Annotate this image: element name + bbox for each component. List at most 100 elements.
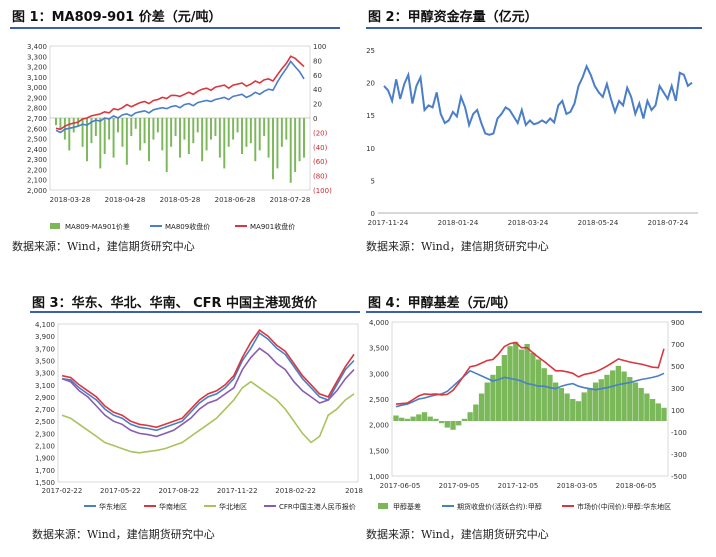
- chart-1-spread-bar: [249, 118, 252, 144]
- chart-1-spread-bar: [90, 118, 93, 144]
- chart-3-x-tick: 2017-05-22: [100, 487, 141, 495]
- chart-1-spread-bar: [99, 118, 102, 169]
- chart-1-spread-bar: [223, 118, 226, 169]
- chart-3-svg: 4,100 3,900 3,700 3,500 3,300 3,100 2,900 2,700…: [35, 321, 363, 511]
- chart-4-basis-bar: [393, 415, 399, 421]
- chart-1-source: 数据来源：Wind，建信期货研究中心: [12, 240, 195, 253]
- chart-2-x-tick: 2017-11-24: [368, 219, 409, 227]
- chart-1-x-tick: 2018-04-28: [105, 196, 146, 204]
- chart-4-basis-bar: [604, 374, 610, 421]
- chart-1-spread-bar: [179, 118, 181, 158]
- chart-4-basis-bar: [467, 412, 473, 421]
- chart-1-y-tick: 2,500: [27, 136, 47, 144]
- chart-4-basis-bar: [501, 355, 507, 421]
- chart-1-y2-tick: 100: [313, 43, 326, 51]
- chart-4-basis-bar: [450, 421, 456, 430]
- chart-1-x-tick: 2018-05-28: [160, 196, 201, 204]
- chart-4-y2-tick: 500: [671, 363, 684, 371]
- chart-1-y2-tick: 40: [313, 86, 322, 94]
- chart-4-basis-bar: [444, 421, 450, 428]
- chart-1-spread-bar: [134, 118, 137, 129]
- chart-4-x-tick: 2017-09-05: [439, 482, 480, 490]
- chart-1-legend-label: MA901收盘价: [250, 222, 295, 231]
- chart-1-spread-bar: [152, 118, 155, 140]
- chart-4-basis-bar: [433, 418, 439, 421]
- chart-4-y2-tick: -500: [671, 473, 687, 481]
- chart-4-basis-bar: [570, 399, 576, 421]
- chart-4-source: 数据来源：Wind，建信期货研究中心: [366, 528, 549, 541]
- chart-4-legend-swatch: [378, 503, 388, 509]
- chart-4-basis-bar: [427, 416, 433, 421]
- chart-1-line-ma901: [55, 55, 305, 131]
- chart-1-spread-bar: [241, 118, 243, 154]
- chart-1-y-tick: 3,200: [27, 64, 47, 72]
- chart-4-x-tick: 2017-06-05: [380, 482, 421, 490]
- chart-2-line-fund: [383, 63, 693, 136]
- chart-1-title-rule: [10, 27, 340, 29]
- chart-1-y-tick: 2,800: [27, 105, 47, 113]
- chart-1-spread-bar: [205, 118, 208, 151]
- chart-4-line-spot: [395, 341, 665, 405]
- chart-4-basis-bar: [410, 416, 416, 421]
- chart-1-spread-bar: [289, 118, 292, 183]
- chart-3-plot-frame: [57, 323, 359, 483]
- chart-4-basis-bar: [644, 393, 650, 421]
- chart-4-plot-frame: [391, 321, 669, 477]
- chart-1-spread-bar: [201, 118, 204, 162]
- chart-4-basis-bar: [438, 421, 445, 424]
- chart-3-x-tick: 2018: [345, 487, 363, 495]
- chart-1-y-tick: 2,400: [27, 146, 47, 154]
- chart-4-x-tick: 2017-12-05: [498, 482, 539, 490]
- chart-3-legend-label: 华南地区: [159, 502, 187, 511]
- chart-3-y-tick: 1,900: [35, 455, 55, 463]
- chart-4-y2-tick: 900: [671, 319, 684, 327]
- chart-3-y-tick: 1,500: [35, 479, 55, 487]
- chart-1-y2-tick: 20: [313, 101, 322, 109]
- chart-1-y-tick: 3,100: [27, 74, 47, 82]
- chart-1-spread-bar: [236, 118, 239, 133]
- chart-1-spread-bar: [183, 118, 186, 140]
- chart-4-title-rule: [366, 311, 702, 313]
- chart-1-spread-bar: [156, 118, 159, 133]
- chart-4-basis-bar: [598, 379, 604, 421]
- chart-3-x-tick: 2017-11-22: [217, 487, 258, 495]
- chart-1-spread-bar: [86, 118, 88, 162]
- chart-1-spread-bar: [263, 118, 266, 136]
- chart-4-basis-bar: [456, 421, 462, 426]
- chart-1-y-tick: 2,700: [27, 115, 47, 123]
- chart-4-basis-bar: [615, 366, 622, 421]
- chart-1-spread-bar: [143, 118, 146, 144]
- chart-1-spread-bar: [196, 118, 199, 133]
- chart-2-x-tick: 2018-01-24: [438, 219, 479, 227]
- chart-4-basis-bar: [610, 370, 616, 421]
- chart-4-y-tick: 3,500: [369, 345, 389, 353]
- chart-4-basis-bar: [649, 399, 656, 421]
- chart-1-spread-bar: [267, 118, 270, 158]
- chart-4-legend-label: 甲醇基差: [393, 502, 421, 511]
- chart-1-spread-bar: [285, 118, 288, 140]
- chart-1-spread-bar: [303, 118, 305, 158]
- chart-4-basis-bar: [587, 388, 593, 421]
- chart-3-line-north: [61, 380, 355, 454]
- chart-4-basis-bar: [547, 374, 553, 421]
- chart-1-spread-bar: [103, 118, 106, 154]
- chart-4-x-tick: 2018-06-05: [616, 482, 657, 490]
- chart-1-spread-bar: [59, 118, 62, 129]
- chart-2-y-tick: 10: [366, 145, 375, 153]
- chart-3-y-tick: 3,500: [35, 357, 55, 365]
- chart-2-y-tick: 0: [371, 210, 375, 218]
- chart-4-basis-bar: [621, 371, 627, 421]
- chart-1-spread-bar: [276, 118, 279, 169]
- chart-1-y2-tick: (100): [313, 187, 332, 195]
- chart-1-spread-bar: [55, 118, 57, 126]
- chart-1-spread-bar: [227, 118, 230, 147]
- chart-3-line-cfr: [61, 347, 355, 438]
- chart-1-spread-bar: [210, 118, 212, 140]
- chart-1-y-tick: 2,300: [27, 156, 47, 164]
- chart-1-spread-bar: [258, 118, 261, 151]
- chart-3-title-rule: [30, 311, 360, 313]
- chart-4-basis-bar: [513, 341, 519, 421]
- chart-4-y-tick: 1,500: [369, 447, 389, 455]
- chart-4-y2-tick: -100: [671, 429, 687, 437]
- chart-4-basis-bar: [530, 352, 536, 421]
